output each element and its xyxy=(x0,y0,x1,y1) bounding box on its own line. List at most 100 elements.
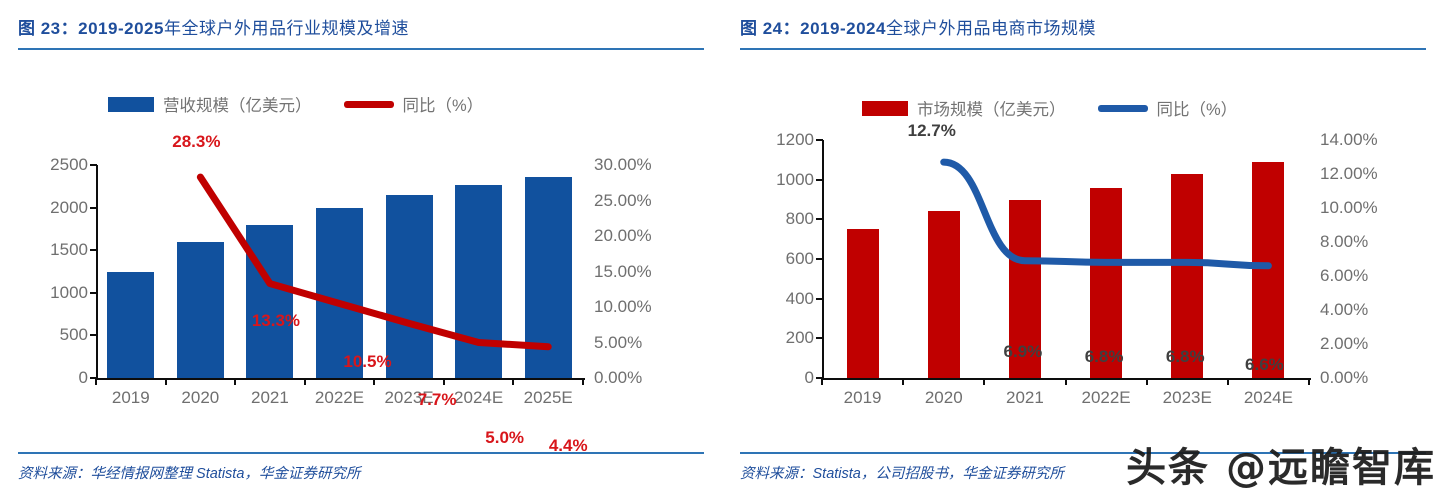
y-axis-tick xyxy=(90,249,97,252)
figure-24-plot: 0 200 400 600 800 1000 1200 0.00% 2.00% 4.00% 6.00… xyxy=(722,0,1444,440)
figure-23-title: 图 23：2019-2025年全球户外用品行业规模及增速 xyxy=(18,14,409,39)
x-axis-tick xyxy=(442,378,445,385)
figure-panel-24: 图 24：2019-2024全球户外用品电商市场规模 市场规模（亿美元） 同比（%… xyxy=(722,0,1444,497)
y-axis-tick xyxy=(816,178,823,181)
y-axis-tick-label: 200 xyxy=(785,328,814,348)
y2-axis-tick-label: 4.00% xyxy=(1320,300,1369,319)
y-axis-tick-label: 1000 xyxy=(50,282,88,302)
figure-23-plot: 0 500 1000 1500 2000 2500 0.00% 5.00% 10.00% 15.0… xyxy=(0,0,722,455)
data-label-2023E: 6.8% xyxy=(1165,347,1205,367)
x-axis-tick xyxy=(902,378,905,385)
y2-axis-tick-label: 25.00% xyxy=(594,190,652,210)
x-axis-line xyxy=(822,378,1311,380)
y2-axis-tick-label: 12.00% xyxy=(1320,164,1378,183)
legend-label: 市场规模（亿美元） xyxy=(917,101,1066,119)
data-label-2024E: 5.0% xyxy=(485,427,525,447)
x-axis-tick-label: 2022E xyxy=(1081,388,1131,407)
y-axis-tick xyxy=(816,258,823,260)
y-axis-tick xyxy=(816,377,823,379)
y-axis-tick xyxy=(816,297,823,300)
data-label-2021: 13.3% xyxy=(251,310,301,330)
figure-24-title-divider xyxy=(740,48,1426,50)
legend-swatch-line-icon xyxy=(1097,104,1148,112)
y-axis-line xyxy=(822,140,824,380)
figure-23-title-range: 2019-2025 xyxy=(78,19,164,38)
x-axis-tick xyxy=(373,378,376,385)
bar-2023E xyxy=(385,194,433,378)
figure-23-source: 资料来源：华经情报网整理 Statista，华金证券研究所 xyxy=(18,466,361,482)
x-axis-tick-label: 2024E xyxy=(454,388,504,407)
y-axis-tick-label: 0 xyxy=(78,368,88,387)
x-axis-tick-label: 2020 xyxy=(181,388,220,407)
legend-item-line-series: 同比（%） xyxy=(1097,96,1238,120)
y-axis-tick-label: 2500 xyxy=(50,155,88,174)
data-label-2021: 6.9% xyxy=(1003,341,1043,361)
y2-axis-tick-label: 10.00% xyxy=(1320,198,1378,217)
legend-item-bar-series: 市场规模（亿美元） xyxy=(862,96,1066,120)
figure-24-title-range: 2019-2024 xyxy=(800,19,886,38)
y-axis-tick xyxy=(816,218,823,221)
figure-24-title-rest: 全球户外用品电商市场规模 xyxy=(885,19,1096,38)
y2-axis-tick-label: 2.00% xyxy=(1320,334,1369,353)
y2-axis-tick-label: 30.00% xyxy=(594,155,652,174)
figure-23-title-prefix: 图 23： xyxy=(18,19,79,38)
y-axis-line xyxy=(96,165,98,380)
y-axis-tick-label: 2000 xyxy=(50,197,88,217)
x-axis-tick xyxy=(1064,378,1067,385)
bar-2024E xyxy=(1252,161,1285,378)
data-label-2025E: 4.4% xyxy=(548,435,588,455)
bar-2020 xyxy=(176,241,224,378)
x-axis-tick xyxy=(164,378,167,385)
x-axis-tick xyxy=(582,378,584,385)
legend-item-line-series: 同比（%） xyxy=(343,92,483,116)
x-axis-tick-label: 2020 xyxy=(924,388,963,407)
data-label-2022E: 10.5% xyxy=(343,352,392,372)
x-axis-tick-label: 2021 xyxy=(1005,388,1044,407)
y-axis-tick-label: 1200 xyxy=(776,130,814,149)
y-axis-tick xyxy=(90,164,97,166)
x-axis-tick-label: 2024E xyxy=(1243,388,1293,407)
figure-24-source: 资料来源：Statista，公司招股书，华金证券研究所 xyxy=(740,466,1064,482)
figure-24-title: 图 24：2019-2024全球户外用品电商市场规模 xyxy=(740,14,1096,39)
x-axis-tick-label: 2023E xyxy=(1162,388,1212,407)
x-axis-tick xyxy=(303,378,306,385)
bar-2021 xyxy=(1008,199,1041,378)
y-axis-tick-label: 1500 xyxy=(50,240,88,260)
legend-label: 同比（%） xyxy=(1156,101,1238,119)
y2-axis-tick-label: 8.00% xyxy=(1320,232,1369,251)
figure-panel-23: 图 23：2019-2025年全球户外用品行业规模及增速 营收规模（亿美元） 同比… xyxy=(0,0,722,482)
y2-axis-tick-label: 6.00% xyxy=(1320,266,1369,285)
bar-2020 xyxy=(927,211,960,378)
data-label-2023E: 7.7% xyxy=(417,390,457,410)
x-axis-tick-label: 2025E xyxy=(523,388,573,407)
y-axis-tick xyxy=(90,377,97,379)
x-axis-tick xyxy=(983,378,986,385)
x-axis-tick-label: 2022E xyxy=(314,388,365,407)
y2-axis-tick-label: 14.00% xyxy=(1320,130,1378,149)
y2-axis-tick-label: 20.00% xyxy=(594,226,652,245)
y-axis-tick xyxy=(90,206,97,209)
x-axis-line xyxy=(96,378,585,380)
y-axis-tick-label: 800 xyxy=(785,209,814,229)
y2-axis-tick-label: 0.00% xyxy=(1320,368,1369,387)
data-label-2022E: 6.8% xyxy=(1084,347,1124,367)
watermark-label: 头条 @远瞻智库 xyxy=(1126,445,1436,491)
bar-2023E xyxy=(1171,173,1204,378)
figure-23-title-divider xyxy=(18,48,704,50)
x-axis-tick xyxy=(512,378,515,385)
data-label-2024E: 6.6% xyxy=(1245,354,1284,374)
figure-24-legend: 市场规模（亿美元） 同比（%） xyxy=(862,96,1237,120)
y-axis-tick xyxy=(816,139,823,141)
x-axis-tick xyxy=(1145,378,1148,385)
legend-swatch-line-icon xyxy=(343,100,394,108)
trend-line-series xyxy=(940,158,1272,270)
legend-swatch-bar-icon xyxy=(862,100,908,116)
legend-swatch-bar-icon xyxy=(108,96,154,112)
bar-2021 xyxy=(246,224,294,378)
y-axis-tick-label: 0 xyxy=(804,368,814,387)
legend-label: 营收规模（亿美元） xyxy=(163,97,312,115)
bar-2022E xyxy=(316,207,363,378)
y2-axis-tick-label: 10.00% xyxy=(594,297,652,316)
figure-24-footer-divider xyxy=(740,452,1426,454)
y-axis-tick-label: 500 xyxy=(59,325,88,345)
